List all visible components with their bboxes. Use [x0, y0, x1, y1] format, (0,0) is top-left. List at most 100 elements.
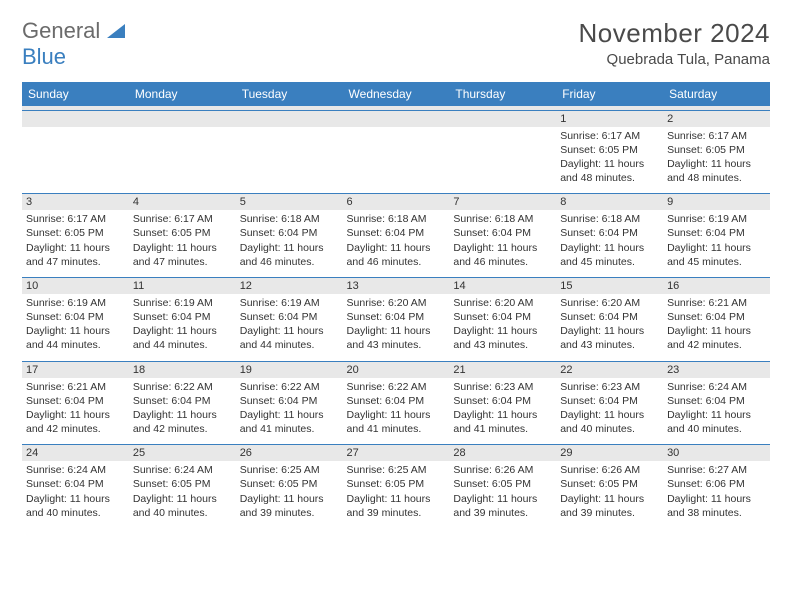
day-cell: 29 Sunrise: 6:26 AMSunset: 6:05 PMDayligh… [556, 445, 663, 528]
day-number: 18 [129, 362, 236, 378]
day-details: Sunrise: 6:22 AMSunset: 6:04 PMDaylight:… [133, 380, 232, 437]
day-header: Tuesday [236, 82, 343, 106]
day-details: Sunrise: 6:19 AMSunset: 6:04 PMDaylight:… [26, 296, 125, 353]
day-cell [449, 110, 556, 194]
day-details: Sunrise: 6:24 AMSunset: 6:04 PMDaylight:… [667, 380, 766, 437]
day-cell: 8 Sunrise: 6:18 AMSunset: 6:04 PMDaylight… [556, 194, 663, 278]
day-cell: 2 Sunrise: 6:17 AMSunset: 6:05 PMDaylight… [663, 110, 770, 194]
day-number: 29 [556, 445, 663, 461]
day-number: 27 [343, 445, 450, 461]
day-number-empty [236, 111, 343, 127]
day-number: 17 [22, 362, 129, 378]
day-details: Sunrise: 6:21 AMSunset: 6:04 PMDaylight:… [26, 380, 125, 437]
day-cell: 17 Sunrise: 6:21 AMSunset: 6:04 PMDayligh… [22, 361, 129, 445]
logo-word-2: Blue [22, 44, 66, 69]
day-number: 24 [22, 445, 129, 461]
calendar-table: SundayMondayTuesdayWednesdayThursdayFrid… [22, 82, 770, 528]
day-number: 15 [556, 278, 663, 294]
day-details: Sunrise: 6:24 AMSunset: 6:04 PMDaylight:… [26, 463, 125, 520]
day-number-empty [129, 111, 236, 127]
day-number: 20 [343, 362, 450, 378]
day-cell: 19 Sunrise: 6:22 AMSunset: 6:04 PMDayligh… [236, 361, 343, 445]
day-cell: 30Sunrise: 6:27 AMSunset: 6:06 PMDayligh… [663, 445, 770, 528]
week-row: 17 Sunrise: 6:21 AMSunset: 6:04 PMDayligh… [22, 361, 770, 445]
week-row: 1Sunrise: 6:17 AMSunset: 6:05 PMDaylight… [22, 110, 770, 194]
day-number: 12 [236, 278, 343, 294]
day-number: 19 [236, 362, 343, 378]
day-details: Sunrise: 6:17 AMSunset: 6:05 PMDaylight:… [560, 129, 659, 186]
logo-triangle-icon [107, 24, 125, 38]
day-cell: 16Sunrise: 6:21 AMSunset: 6:04 PMDayligh… [663, 277, 770, 361]
day-number-empty [22, 111, 129, 127]
day-cell: 13Sunrise: 6:20 AMSunset: 6:04 PMDayligh… [343, 277, 450, 361]
day-cell: 10 Sunrise: 6:19 AMSunset: 6:04 PMDayligh… [22, 277, 129, 361]
header: General Blue November 2024 Quebrada Tula… [22, 18, 770, 70]
day-number: 5 [236, 194, 343, 210]
day-details: Sunrise: 6:17 AMSunset: 6:05 PMDaylight:… [26, 212, 125, 269]
week-row: 3Sunrise: 6:17 AMSunset: 6:05 PMDaylight… [22, 194, 770, 278]
day-cell [343, 110, 450, 194]
day-cell: 12Sunrise: 6:19 AMSunset: 6:04 PMDayligh… [236, 277, 343, 361]
title-block: November 2024 Quebrada Tula, Panama [579, 18, 771, 68]
day-cell: 11 Sunrise: 6:19 AMSunset: 6:04 PMDayligh… [129, 277, 236, 361]
day-header: Sunday [22, 82, 129, 106]
day-details: Sunrise: 6:26 AMSunset: 6:05 PMDaylight:… [560, 463, 659, 520]
day-details: Sunrise: 6:26 AMSunset: 6:05 PMDaylight:… [453, 463, 552, 520]
day-details: Sunrise: 6:19 AMSunset: 6:04 PMDaylight:… [667, 212, 766, 269]
day-cell: 7Sunrise: 6:18 AMSunset: 6:04 PMDaylight… [449, 194, 556, 278]
day-cell: 3 Sunrise: 6:17 AMSunset: 6:05 PMDaylight… [22, 194, 129, 278]
logo-text: General Blue [22, 18, 125, 70]
day-number: 21 [449, 362, 556, 378]
day-number: 28 [449, 445, 556, 461]
day-cell: 18 Sunrise: 6:22 AMSunset: 6:04 PMDayligh… [129, 361, 236, 445]
day-cell: 15 Sunrise: 6:20 AMSunset: 6:04 PMDayligh… [556, 277, 663, 361]
day-header: Friday [556, 82, 663, 106]
week-row: 10Sunrise: 6:19 AMSunset: 6:04 PMDayligh… [22, 277, 770, 361]
day-cell [22, 110, 129, 194]
day-details: Sunrise: 6:17 AMSunset: 6:05 PMDaylight:… [667, 129, 766, 186]
day-number: 10 [22, 278, 129, 294]
logo: General Blue [22, 18, 125, 70]
day-cell: 9Sunrise: 6:19 AMSunset: 6:04 PMDaylight… [663, 194, 770, 278]
day-details: Sunrise: 6:27 AMSunset: 6:06 PMDaylight:… [667, 463, 766, 520]
day-details: Sunrise: 6:23 AMSunset: 6:04 PMDaylight:… [560, 380, 659, 437]
day-number: 2 [663, 111, 770, 127]
day-details: Sunrise: 6:20 AMSunset: 6:04 PMDaylight:… [560, 296, 659, 353]
day-number: 8 [556, 194, 663, 210]
day-cell: 4 Sunrise: 6:17 AMSunset: 6:05 PMDaylight… [129, 194, 236, 278]
day-cell: 5 Sunrise: 6:18 AMSunset: 6:04 PMDaylight… [236, 194, 343, 278]
day-header-row: SundayMondayTuesdayWednesdayThursdayFrid… [22, 82, 770, 106]
day-cell: 24 Sunrise: 6:24 AMSunset: 6:04 PMDayligh… [22, 445, 129, 528]
day-cell [236, 110, 343, 194]
day-details: Sunrise: 6:18 AMSunset: 6:04 PMDaylight:… [560, 212, 659, 269]
day-number: 11 [129, 278, 236, 294]
day-details: Sunrise: 6:22 AMSunset: 6:04 PMDaylight:… [240, 380, 339, 437]
day-number: 22 [556, 362, 663, 378]
day-number: 4 [129, 194, 236, 210]
day-details: Sunrise: 6:22 AMSunset: 6:04 PMDaylight:… [347, 380, 446, 437]
day-details: Sunrise: 6:18 AMSunset: 6:04 PMDaylight:… [453, 212, 552, 269]
day-details: Sunrise: 6:18 AMSunset: 6:04 PMDaylight:… [347, 212, 446, 269]
day-details: Sunrise: 6:24 AMSunset: 6:05 PMDaylight:… [133, 463, 232, 520]
day-details: Sunrise: 6:17 AMSunset: 6:05 PMDaylight:… [133, 212, 232, 269]
day-number-empty [449, 111, 556, 127]
day-number: 1 [556, 111, 663, 127]
day-number: 26 [236, 445, 343, 461]
day-header: Monday [129, 82, 236, 106]
day-details: Sunrise: 6:18 AMSunset: 6:04 PMDaylight:… [240, 212, 339, 269]
day-cell: 14Sunrise: 6:20 AMSunset: 6:04 PMDayligh… [449, 277, 556, 361]
day-details: Sunrise: 6:20 AMSunset: 6:04 PMDaylight:… [347, 296, 446, 353]
day-cell: 23Sunrise: 6:24 AMSunset: 6:04 PMDayligh… [663, 361, 770, 445]
day-cell: 28 Sunrise: 6:26 AMSunset: 6:05 PMDayligh… [449, 445, 556, 528]
day-details: Sunrise: 6:19 AMSunset: 6:04 PMDaylight:… [133, 296, 232, 353]
day-cell: 6 Sunrise: 6:18 AMSunset: 6:04 PMDaylight… [343, 194, 450, 278]
day-cell: 27Sunrise: 6:25 AMSunset: 6:05 PMDayligh… [343, 445, 450, 528]
day-header: Thursday [449, 82, 556, 106]
day-number: 16 [663, 278, 770, 294]
day-details: Sunrise: 6:25 AMSunset: 6:05 PMDaylight:… [240, 463, 339, 520]
day-cell: 1 Sunrise: 6:17 AMSunset: 6:05 PMDaylight… [556, 110, 663, 194]
day-header: Wednesday [343, 82, 450, 106]
day-number: 6 [343, 194, 450, 210]
day-number: 3 [22, 194, 129, 210]
day-number-empty [343, 111, 450, 127]
